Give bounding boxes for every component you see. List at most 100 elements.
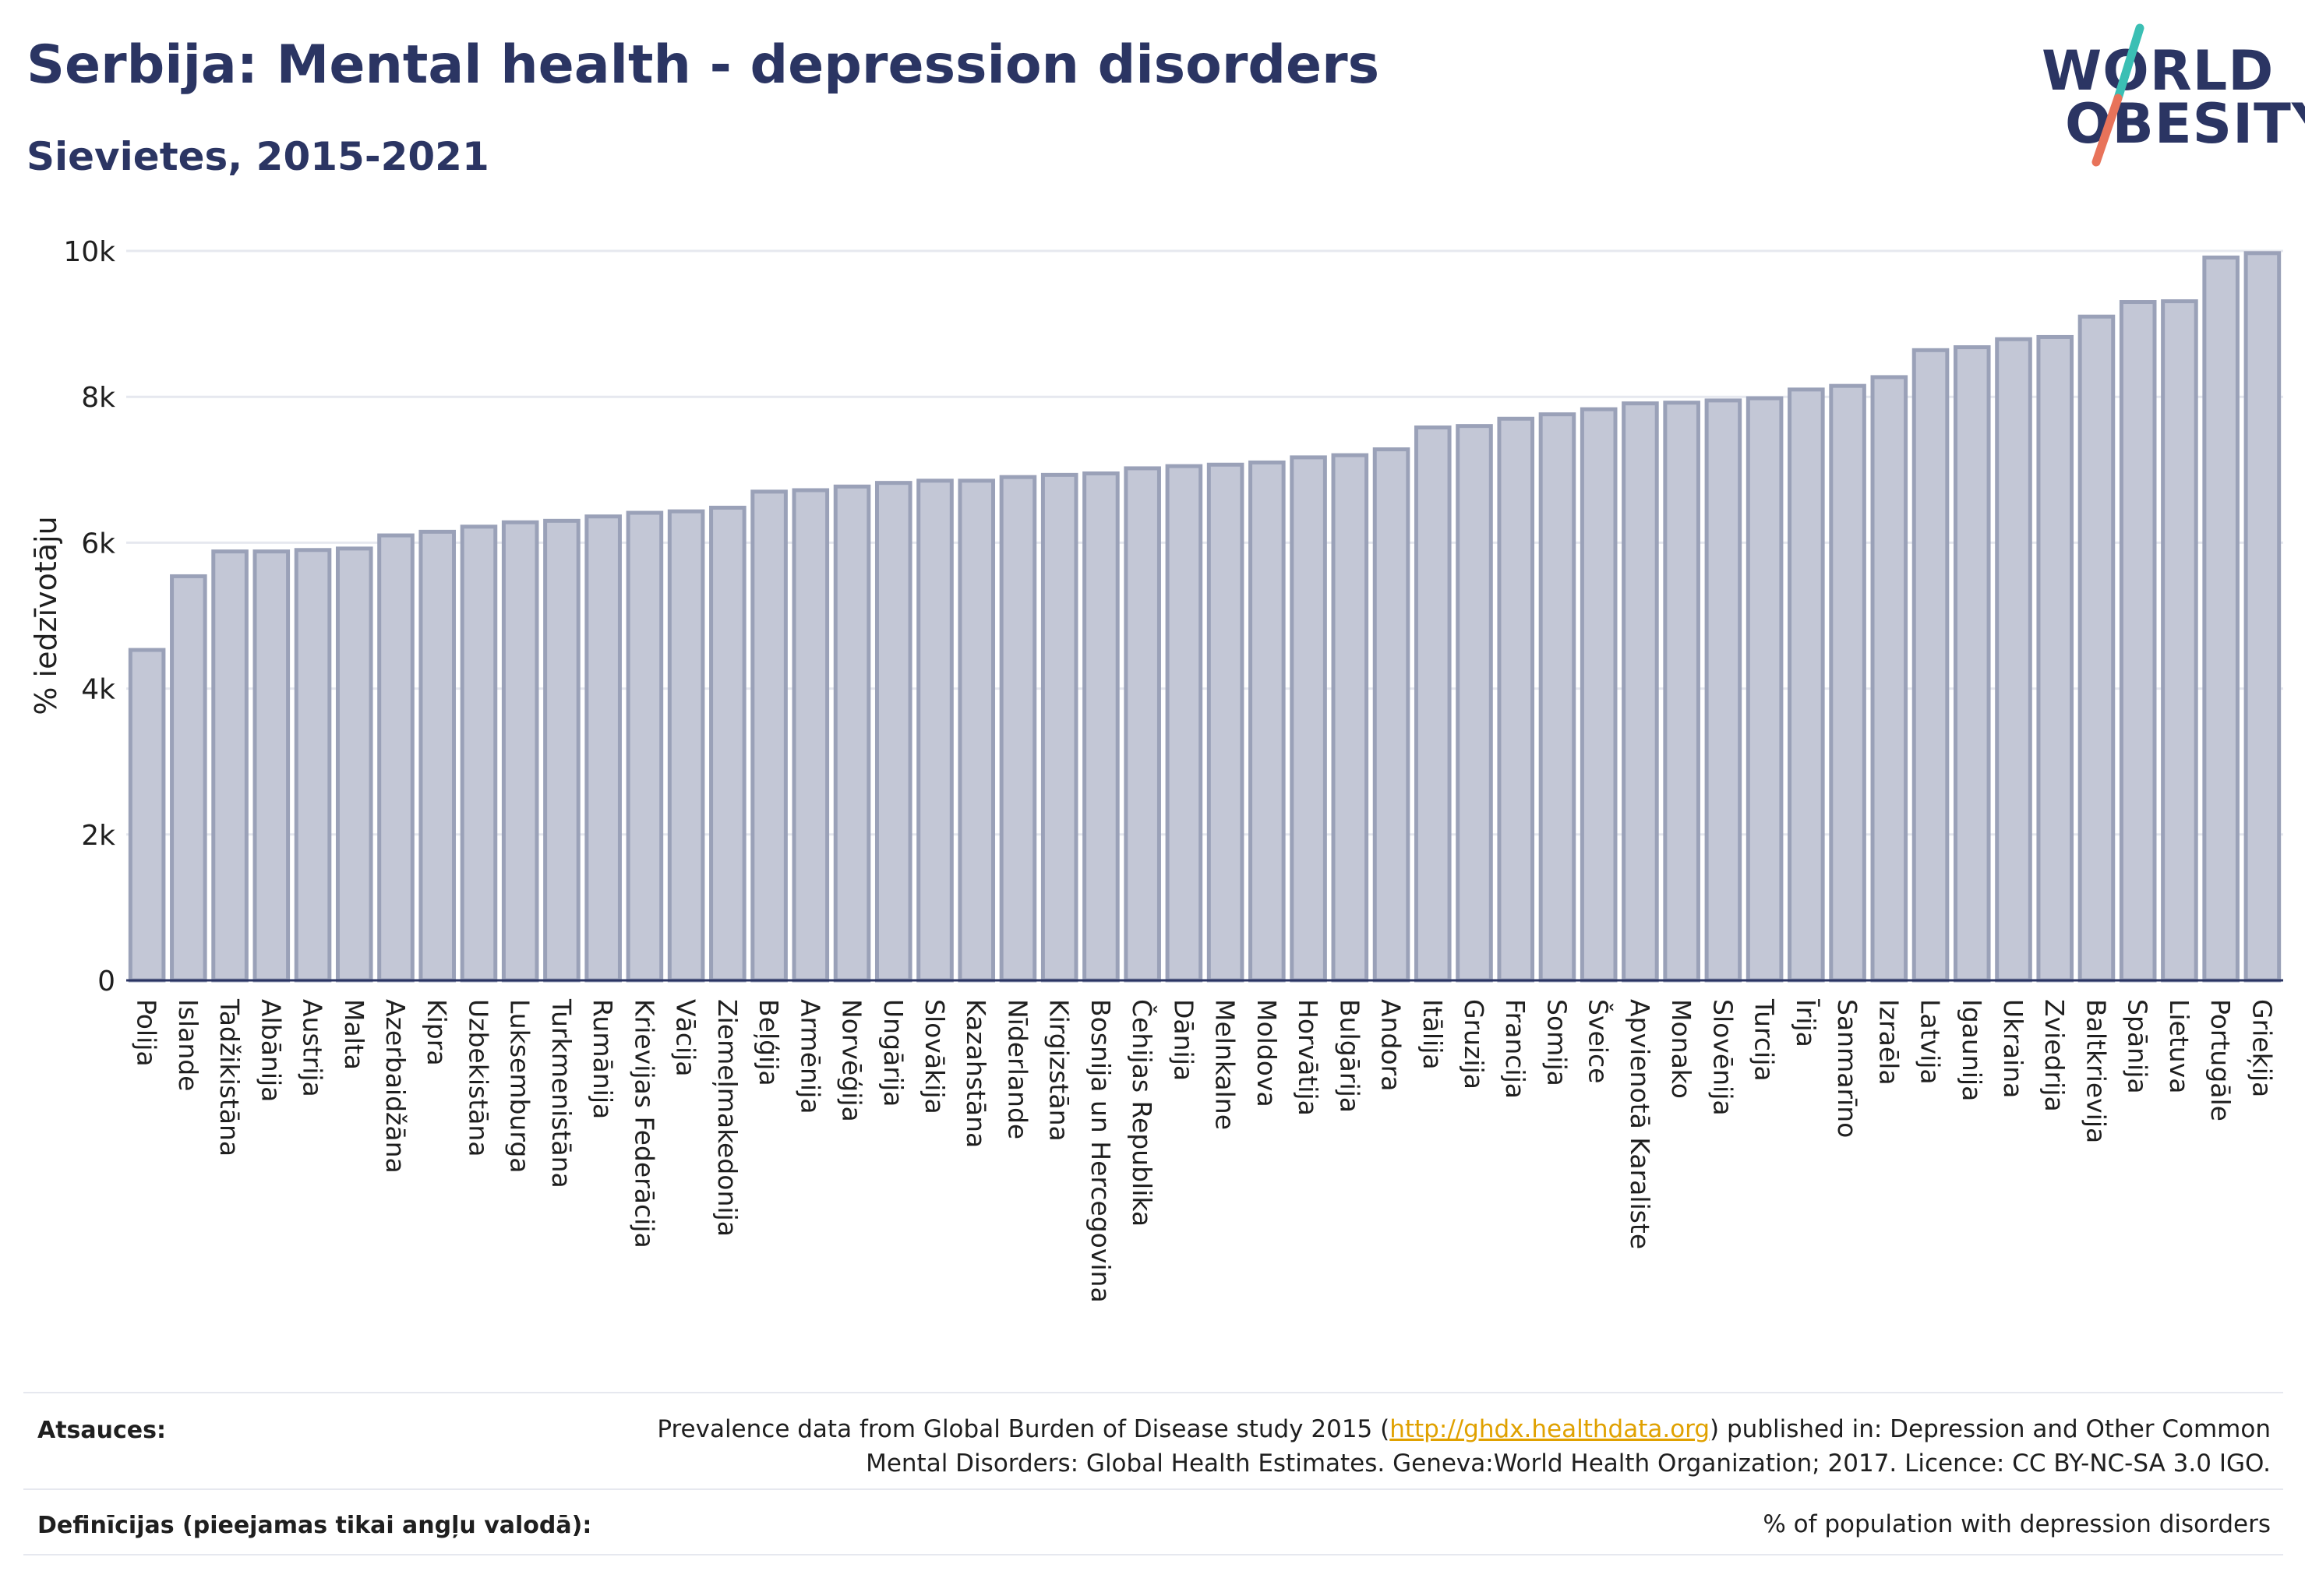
y-tick-label: 6k bbox=[81, 528, 115, 560]
x-tick-label: Zviedrija bbox=[2039, 999, 2070, 1112]
x-tick-label: Turcija bbox=[1749, 998, 1780, 1082]
bar[interactable] bbox=[2243, 251, 2282, 983]
bar[interactable] bbox=[792, 488, 830, 983]
bar[interactable] bbox=[1248, 460, 1286, 983]
bar[interactable] bbox=[335, 546, 373, 983]
bar[interactable] bbox=[1788, 387, 1825, 983]
sources-text-pre: Prevalence data from Global Burden of Di… bbox=[657, 1415, 1390, 1443]
x-tick-label: Spānija bbox=[2123, 999, 2153, 1094]
bar[interactable] bbox=[750, 489, 788, 983]
x-tick-label: Bosnija un Hercegovina bbox=[1085, 999, 1116, 1303]
bar[interactable] bbox=[1290, 455, 1327, 983]
bar[interactable] bbox=[1663, 401, 1700, 983]
bar[interactable] bbox=[1829, 383, 1866, 983]
bar[interactable] bbox=[128, 648, 166, 983]
world-obesity-logo: WORLD OBESITY bbox=[2026, 23, 2305, 171]
x-tick-label: Kipra bbox=[422, 999, 452, 1066]
logo-slash-icon bbox=[2091, 23, 2144, 167]
bar[interactable] bbox=[1538, 412, 1576, 983]
bar[interactable] bbox=[958, 478, 996, 983]
bar[interactable] bbox=[1622, 401, 1659, 983]
bar[interactable] bbox=[1704, 398, 1742, 983]
x-tick-label: Izraēla bbox=[1873, 999, 1904, 1086]
x-tick-label: Rumānija bbox=[588, 999, 618, 1119]
y-axis-ticks: 0 2k 4k 6k 8k 10k bbox=[63, 236, 115, 998]
x-tick-label: Kazahstāna bbox=[961, 999, 991, 1148]
logo-line1: WORLD bbox=[2042, 39, 2275, 103]
bar[interactable] bbox=[294, 548, 332, 983]
bar[interactable] bbox=[460, 524, 498, 983]
x-tick-label: Baltkrievija bbox=[2081, 999, 2111, 1143]
bar[interactable] bbox=[1165, 464, 1203, 983]
sources-text: Prevalence data from Global Burden of Di… bbox=[556, 1412, 2271, 1481]
bar[interactable] bbox=[2077, 314, 2116, 983]
y-tick-label: 10k bbox=[63, 236, 115, 268]
bar[interactable] bbox=[1953, 345, 1991, 983]
x-tick-label: Melnkalne bbox=[1210, 999, 1241, 1130]
x-tick-label: Īrija bbox=[1791, 999, 1821, 1047]
x-tick-label: Kirgizstāna bbox=[1044, 999, 1075, 1142]
chart-title: Serbija: Mental health - depression diso… bbox=[26, 34, 1380, 96]
sources-text-post: ) published in: Depression and Other Com… bbox=[1710, 1415, 2271, 1443]
bar[interactable] bbox=[1331, 453, 1369, 983]
bar[interactable] bbox=[626, 510, 664, 983]
bar[interactable] bbox=[833, 484, 871, 983]
y-tick-label: 2k bbox=[81, 820, 115, 852]
chart-subtitle: Sievietes, 2015-2021 bbox=[26, 134, 489, 179]
x-tick-label: Lietuva bbox=[2164, 999, 2194, 1093]
bar[interactable] bbox=[584, 514, 622, 983]
x-tick-label: Igaunija bbox=[1957, 999, 1987, 1101]
footer-divider-top bbox=[23, 1392, 2283, 1393]
bar[interactable] bbox=[211, 549, 249, 983]
x-tick-label: Andora bbox=[1376, 999, 1407, 1091]
x-tick-label: Francija bbox=[1500, 999, 1530, 1099]
bar[interactable] bbox=[1082, 471, 1120, 983]
bar[interactable] bbox=[252, 549, 291, 983]
bar[interactable] bbox=[418, 529, 457, 983]
bar[interactable] bbox=[1911, 348, 1950, 983]
bar[interactable] bbox=[377, 533, 415, 983]
x-tick-label: Šveice bbox=[1583, 999, 1615, 1083]
bar[interactable] bbox=[874, 481, 912, 983]
bar[interactable] bbox=[667, 509, 705, 983]
x-tick-label: Ziemeļmakedonija bbox=[712, 999, 743, 1237]
bars bbox=[128, 251, 2282, 983]
x-tick-label: Gruzija bbox=[1459, 999, 1489, 1089]
sources-link[interactable]: http://ghdx.healthdata.org bbox=[1389, 1415, 1710, 1443]
bar[interactable] bbox=[999, 475, 1037, 983]
bar[interactable] bbox=[1456, 424, 1493, 983]
bar[interactable] bbox=[709, 505, 747, 983]
bar[interactable] bbox=[916, 478, 954, 983]
bar[interactable] bbox=[1040, 472, 1078, 983]
bar[interactable] bbox=[2119, 300, 2157, 983]
x-tick-label: Grieķija bbox=[2247, 999, 2277, 1097]
bar[interactable] bbox=[2036, 334, 2074, 983]
bar[interactable] bbox=[1580, 407, 1618, 983]
bar[interactable] bbox=[2202, 255, 2240, 983]
x-tick-label: Monako bbox=[1666, 999, 1696, 1099]
bar[interactable] bbox=[501, 520, 539, 983]
y-tick-label: 0 bbox=[97, 966, 115, 998]
x-tick-label: Albānija bbox=[256, 999, 286, 1102]
bar[interactable] bbox=[1995, 337, 2032, 983]
x-tick-label: Dānija bbox=[1168, 999, 1198, 1081]
bar[interactable] bbox=[543, 518, 581, 983]
bar[interactable] bbox=[170, 574, 207, 983]
x-tick-label: Luksemburga bbox=[505, 999, 535, 1174]
x-tick-label: Azerbaidžāna bbox=[380, 999, 411, 1174]
x-tick-label: Polija bbox=[132, 999, 162, 1067]
bar[interactable] bbox=[1124, 466, 1161, 983]
bar[interactable] bbox=[1497, 416, 1535, 983]
x-tick-label: Slovākija bbox=[920, 999, 950, 1114]
bar[interactable] bbox=[1414, 425, 1452, 983]
bar[interactable] bbox=[1746, 396, 1784, 983]
x-tick-label: Itālija bbox=[1417, 999, 1448, 1070]
bar[interactable] bbox=[2161, 299, 2198, 983]
x-tick-label: Slovēnija bbox=[1707, 999, 1738, 1116]
bar[interactable] bbox=[1870, 375, 1908, 983]
x-tick-label: Norvēģija bbox=[837, 999, 867, 1122]
footer-divider-bottom bbox=[23, 1554, 2283, 1555]
x-tick-label: Tadžikistāna bbox=[214, 998, 245, 1156]
bar[interactable] bbox=[1372, 447, 1410, 983]
bar[interactable] bbox=[1206, 462, 1244, 983]
